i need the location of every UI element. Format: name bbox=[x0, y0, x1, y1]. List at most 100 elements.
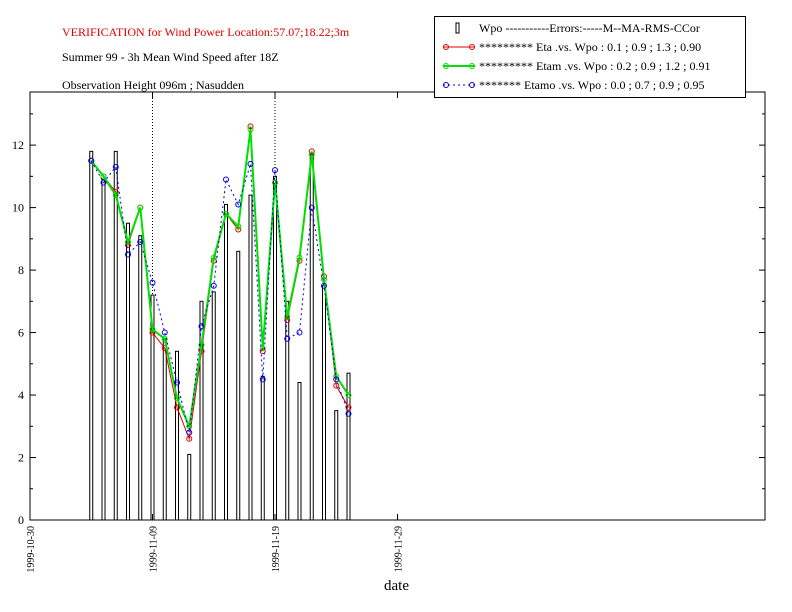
wpo-bar bbox=[175, 350, 179, 521]
etamo-point bbox=[308, 204, 315, 211]
chart-subtitle: Summer 99 - 3h Mean Wind Speed after 18Z bbox=[62, 50, 279, 64]
wpo-bar bbox=[101, 178, 106, 521]
legend-label-eta: ********* Eta .vs. Wpo : 0.1 ; 0.9 ; 1.3… bbox=[479, 40, 702, 54]
legend-row-etamo: ******* Etamo .vs. Wpo : 0.0 ; 0.7 ; 0.9… bbox=[435, 76, 745, 94]
wpo-bar bbox=[322, 285, 326, 521]
wpo-bar bbox=[236, 250, 241, 521]
etam-point bbox=[247, 126, 254, 133]
wpo-bar bbox=[260, 375, 265, 521]
etam-point bbox=[308, 151, 315, 158]
legend-label-etam: ********* Etam .vs. Wpo : 0.2 ; 0.9 ; 1.… bbox=[479, 59, 711, 73]
wpo-bar bbox=[248, 194, 253, 521]
eta-point bbox=[259, 348, 266, 355]
etamo-series-line bbox=[90, 160, 349, 433]
eta-point bbox=[284, 317, 291, 324]
eta-point bbox=[333, 382, 340, 389]
y-tick-label: 12 bbox=[12, 138, 24, 152]
wpo-bar bbox=[138, 235, 143, 521]
etamo-point bbox=[284, 335, 291, 342]
etamo-point bbox=[112, 163, 119, 170]
legend-row-etam: ********* Etam .vs. Wpo : 0.2 ; 0.9 ; 1.… bbox=[435, 57, 745, 75]
wpo-bar bbox=[224, 203, 228, 521]
etamo-point bbox=[149, 279, 156, 286]
etam-line-legend-icon bbox=[443, 63, 475, 69]
etamo-point bbox=[223, 176, 229, 183]
etamo-point bbox=[235, 201, 242, 208]
eta-point bbox=[247, 123, 254, 130]
wpo-bars bbox=[89, 150, 351, 521]
etam-point bbox=[272, 179, 278, 186]
bar-legend-icon bbox=[455, 22, 460, 34]
axes: 0 2 4 6 8 10 12 1999-10-30 1999-11-09 1999-11-19 1… bbox=[12, 92, 765, 573]
legend: Wpo -----------Errors:-----M--MA-RMS-CCo… bbox=[434, 16, 746, 98]
etamo-point bbox=[161, 329, 168, 336]
wpo-bar bbox=[199, 300, 204, 521]
x-tick-label: 1999-10-30 bbox=[26, 526, 37, 573]
etam-point bbox=[112, 192, 119, 199]
etam-point bbox=[259, 345, 266, 352]
wpo-bar bbox=[162, 338, 167, 521]
wpo-bar bbox=[285, 300, 290, 521]
x-tick-label: 1999-11-09 bbox=[149, 526, 160, 572]
etamo-point bbox=[186, 429, 193, 436]
y-tick-label: 0 bbox=[18, 513, 24, 527]
eta-point bbox=[308, 148, 315, 155]
etamo-point bbox=[247, 160, 254, 167]
etam-point bbox=[296, 254, 303, 261]
etam-point bbox=[100, 173, 107, 180]
etamo-point bbox=[198, 323, 205, 330]
etam-point bbox=[149, 326, 156, 333]
etam-point bbox=[235, 223, 242, 230]
eta-point bbox=[186, 435, 193, 442]
etamo-point bbox=[259, 376, 266, 383]
legend-label-wpo: Wpo -----------Errors:-----M--MA-RMS-CCo… bbox=[479, 21, 700, 35]
chart-observation-height: Observation Height 096m ; Nasudden bbox=[62, 78, 244, 92]
etam-point bbox=[223, 210, 229, 217]
wpo-bar bbox=[126, 222, 130, 521]
wpo-bar bbox=[334, 410, 339, 521]
etam-point bbox=[345, 392, 352, 399]
wpo-bar bbox=[89, 150, 94, 521]
etam-series-line bbox=[90, 129, 350, 430]
etamo-point bbox=[210, 282, 217, 289]
x-axis-label: date bbox=[384, 578, 409, 594]
x-tick-label: 1999-11-19 bbox=[271, 526, 282, 572]
etam-point bbox=[125, 238, 131, 245]
etamo-line-legend-icon bbox=[443, 82, 475, 88]
y-tick-label: 10 bbox=[12, 201, 24, 215]
x-tick-label: 1999-11-29 bbox=[394, 526, 405, 572]
y-tick-label: 4 bbox=[18, 388, 24, 402]
etamo-point bbox=[345, 410, 352, 417]
etamo-point bbox=[333, 376, 340, 383]
etam-point bbox=[137, 204, 144, 211]
etamo-point bbox=[88, 157, 95, 164]
eta-line-legend-icon bbox=[443, 44, 475, 50]
wpo-bar bbox=[346, 372, 351, 521]
forecast-lines bbox=[88, 123, 352, 442]
etamo-point bbox=[125, 251, 131, 258]
etam-point bbox=[174, 395, 180, 402]
wpo-bar bbox=[187, 453, 192, 521]
etamo-point bbox=[321, 282, 327, 289]
wpo-bar bbox=[273, 175, 277, 521]
wpo-bar bbox=[113, 150, 118, 521]
etamo-point bbox=[272, 167, 278, 174]
etam-point bbox=[321, 276, 327, 283]
y-tick-label: 8 bbox=[18, 263, 24, 277]
legend-row-wpo: Wpo -----------Errors:-----M--MA-RMS-CCo… bbox=[435, 19, 745, 37]
etam-point bbox=[284, 313, 291, 320]
etamo-point bbox=[137, 238, 144, 245]
etamo-point bbox=[296, 329, 303, 336]
etam-point bbox=[161, 335, 168, 342]
legend-row-eta: ********* Eta .vs. Wpo : 0.1 ; 0.9 ; 1.3… bbox=[435, 38, 745, 56]
etam-point bbox=[210, 254, 217, 261]
etamo-point bbox=[100, 179, 107, 186]
chart-title: VERIFICATION for Wind Power Location:57.… bbox=[62, 25, 350, 39]
wpo-bar bbox=[297, 382, 302, 521]
etamo-point bbox=[174, 379, 180, 386]
wpo-bar bbox=[211, 291, 216, 521]
eta-point bbox=[174, 404, 180, 411]
y-tick-label: 6 bbox=[18, 326, 24, 340]
y-tick-label: 2 bbox=[18, 451, 24, 465]
